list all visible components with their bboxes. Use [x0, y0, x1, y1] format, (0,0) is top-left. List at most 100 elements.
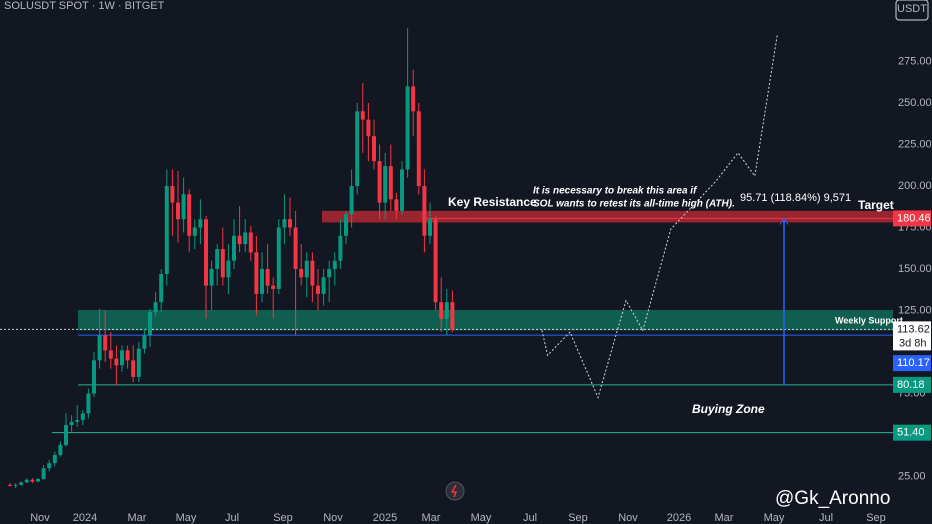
candle-body [69, 421, 74, 426]
price-label-bg [893, 321, 931, 338]
y-tick-label: 225.00 [898, 138, 932, 150]
candle-body [388, 166, 393, 200]
candle-body [226, 260, 231, 278]
x-tick-label: Sep [866, 512, 886, 524]
price-label: 80.18 [897, 379, 925, 391]
y-tick-label: 150.00 [898, 263, 932, 275]
candle-body [142, 335, 147, 349]
candle-body [108, 350, 113, 359]
candle-body [153, 302, 158, 313]
candle-body [444, 302, 449, 319]
candle-body [47, 463, 52, 469]
candle-body [75, 420, 80, 422]
candle-body [327, 269, 332, 278]
candle-body [13, 484, 18, 486]
candle-body [92, 360, 96, 394]
y-tick-label: 200.00 [898, 180, 932, 192]
candle-body [187, 194, 192, 236]
x-tick-label: Jul [523, 512, 537, 524]
candle-body [377, 161, 382, 203]
candle-body [237, 235, 242, 245]
x-tick-label: Mar [422, 512, 441, 524]
icon[interactable] [445, 481, 465, 501]
target-label: Target [858, 198, 894, 212]
candle-body [344, 214, 348, 236]
candle-body [360, 111, 365, 120]
x-tick-label: May [764, 512, 785, 524]
measure-label: 95.71 (118.84%) 9,571 [740, 192, 851, 204]
candle-body [265, 269, 270, 286]
x-tick-label: Nov [618, 512, 638, 524]
candle-body [52, 454, 57, 464]
candle-body [310, 260, 315, 286]
price-label: 51.40 [897, 427, 925, 439]
candle-body [220, 249, 225, 278]
candle-body [198, 219, 203, 228]
x-tick-label: Mar [128, 512, 147, 524]
countdown: 3d 8h [899, 337, 927, 349]
x-tick-label: Jul [819, 512, 833, 524]
candle-body [288, 219, 292, 228]
countdown-bg [893, 336, 931, 351]
candle-body [383, 166, 388, 203]
candle-body [30, 479, 35, 482]
projection-path [541, 35, 778, 399]
price-label-bg [893, 424, 931, 441]
candle-body [276, 227, 281, 289]
candle-body [86, 393, 91, 414]
y-tick-label: 25.00 [898, 470, 926, 482]
x-tick-label: 2026 [667, 512, 691, 524]
icon-bolt [450, 484, 458, 498]
x-tick-label: Sep [568, 512, 588, 524]
candle-body [372, 136, 376, 162]
support-zone [78, 310, 893, 331]
x-tick-label: Jul [225, 512, 239, 524]
support-label: Weekly Support [835, 315, 903, 325]
candle-body [125, 350, 130, 361]
candle-body [103, 335, 108, 351]
note-line: SOL wants to retest its all-time high (A… [533, 199, 735, 210]
candle-body [170, 186, 175, 203]
price-label: 113.62 [897, 323, 930, 335]
candle-body [120, 350, 124, 366]
candle-body [148, 312, 152, 336]
candle-body [394, 199, 399, 211]
candle-body [204, 219, 208, 286]
candle-body [181, 194, 186, 220]
candle-body [254, 252, 259, 294]
candle-body [411, 86, 416, 112]
candle-body [164, 186, 169, 274]
candle-body [428, 219, 432, 236]
candle-body [64, 425, 68, 445]
x-tick-label: Nov [323, 512, 343, 524]
candle-body [321, 277, 326, 294]
candle-body [416, 111, 421, 186]
y-tick-label: 250.00 [898, 97, 932, 109]
note-line: It is necessary to break this area if [533, 186, 698, 197]
x-tick-label: Nov [30, 512, 50, 524]
candle-body [439, 302, 444, 319]
candle-body [400, 169, 404, 211]
candle-body [97, 335, 102, 361]
candle-body [131, 360, 136, 377]
candle-body [58, 444, 63, 455]
watermark: @Gk_Aronno [775, 488, 890, 509]
currency-box[interactable] [895, 0, 929, 21]
x-tick-label: 2024 [73, 512, 97, 524]
x-tick-label: Mar [715, 512, 734, 524]
resistance-label: Key Resistance [448, 195, 537, 209]
candle-body [304, 260, 309, 278]
candle-body [299, 269, 304, 278]
candle-body [450, 302, 455, 330]
candle-body [114, 358, 119, 366]
candle-body [422, 186, 427, 236]
candle-body [8, 484, 12, 486]
price-label: 180.46 [897, 212, 931, 224]
chart-title: SOLUSDT SPOT · 1W · BITGET [4, 0, 165, 12]
candle-body [41, 468, 46, 479]
resistance-zone [322, 210, 893, 223]
price-label-bg [893, 376, 931, 393]
price-label: 110.17 [897, 357, 930, 369]
